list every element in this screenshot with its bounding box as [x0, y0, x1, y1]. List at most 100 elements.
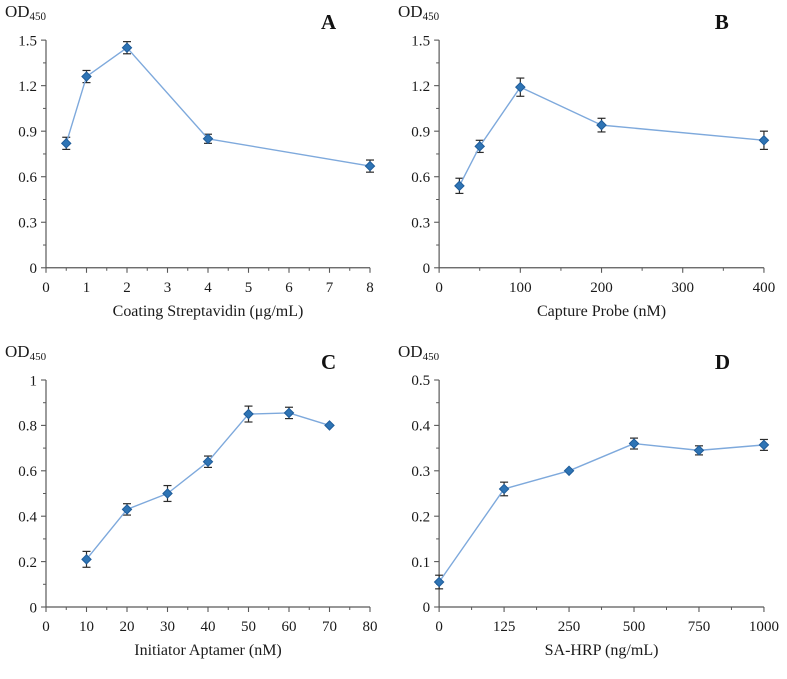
data-point-marker: [162, 488, 173, 499]
x-tick-label: 0: [42, 619, 50, 635]
y-tick-label: 0.9: [18, 124, 37, 140]
series-line: [65, 47, 371, 167]
data-point-marker: [243, 408, 254, 420]
x-tick-label: 400: [753, 280, 776, 296]
y-tick-label: 0.3: [411, 464, 430, 480]
y-tick-label: 0.2: [411, 509, 430, 525]
panel-letter: B: [715, 10, 729, 34]
panel-letter: A: [321, 10, 337, 34]
y-tick-label: 0.1: [411, 555, 430, 571]
panel-d: 0 0.1 0.2 0.3 0.4 0.5 0 125 250 500 750 1000 SA-HRP …: [393, 340, 787, 679]
data-point-marker: [628, 438, 640, 449]
x-tick-label: 0: [435, 619, 443, 635]
chart-panel-b: 0 0.3 0.6 0.9 1.2 1.5 0 100 200 300 400 Capture Pro…: [398, 2, 776, 320]
x-tick-label: 30: [160, 619, 175, 635]
x-tick-label: 750: [688, 619, 711, 635]
x-tick-label: 4: [204, 280, 212, 296]
y-axis-title: OD450: [5, 2, 47, 23]
data-point-marker: [202, 133, 214, 145]
data-point-marker: [474, 141, 486, 152]
panel-a: 0 0.3 0.6 0.9 1.2 1.5 0 1 2 3 4 5 6 7 8 Coating Strepta…: [0, 0, 393, 340]
data-point-marker: [81, 71, 92, 82]
x-tick-label: 2: [123, 280, 131, 296]
x-axis-title: Initiator Aptamer (nM): [134, 642, 282, 659]
y-axis-title: OD450: [398, 2, 440, 23]
y-tick-label: 0: [30, 600, 38, 616]
y-tick-label: 1.5: [18, 33, 37, 49]
series-line: [458, 86, 765, 187]
data-point-marker: [202, 456, 214, 468]
x-tick-label: 100: [509, 280, 532, 296]
panel-letter: C: [321, 350, 336, 374]
y-tick-label: 0.6: [18, 170, 37, 186]
panel-c: 0 0.2 0.4 0.6 0.8 1 0 10 20 30 40 50 60 70 80 Initiator…: [0, 340, 393, 679]
data-point-marker: [60, 138, 72, 149]
x-tick-label: 7: [326, 280, 334, 296]
series-line: [85, 412, 330, 560]
x-tick-label: 70: [322, 619, 337, 635]
x-tick-label: 80: [363, 619, 378, 635]
x-tick-label: 50: [241, 619, 256, 635]
x-axis-title: Coating Streptavidin (μg/mL): [113, 303, 304, 320]
data-point-marker: [433, 576, 445, 588]
x-tick-label: 1000: [749, 619, 779, 635]
x-tick-label: 200: [590, 280, 613, 296]
data-point-marker: [693, 445, 705, 456]
chart-panel-c: 00.20.40.60.810 10 20 30 40 50 60 70 80Initiator…: [5, 342, 378, 659]
x-tick-label: 250: [558, 619, 581, 635]
y-tick-label: 0.3: [411, 216, 430, 232]
data-point-marker: [515, 81, 526, 93]
y-tick-label: 0: [423, 600, 431, 616]
x-tick-label: 3: [164, 280, 172, 296]
y-axis-title: OD450: [398, 342, 440, 363]
x-tick-label: 60: [282, 619, 297, 635]
series-line: [438, 442, 765, 583]
y-tick-label: 1.2: [18, 79, 37, 95]
data-point-marker: [563, 465, 575, 477]
data-point-marker: [121, 42, 133, 54]
y-tick-label: 0: [29, 261, 37, 277]
data-point-marker: [283, 407, 295, 419]
data-point-marker: [364, 160, 376, 172]
panel-b: 0 0.3 0.6 0.9 1.2 1.5 0 100 200 300 400 Capture Pro…: [393, 0, 787, 340]
x-tick-label: 500: [623, 619, 646, 635]
panel-letter: D: [715, 350, 730, 374]
x-tick-label: 40: [201, 619, 216, 635]
data-point-marker: [758, 134, 770, 146]
y-tick-label: 1.5: [411, 33, 430, 49]
y-tick-label: 0.6: [18, 464, 37, 480]
x-tick-label: 10: [79, 619, 94, 635]
y-tick-label: 0.4: [18, 509, 37, 525]
x-tick-label: 20: [120, 619, 135, 635]
x-tick-label: 5: [245, 280, 253, 296]
data-point-marker: [758, 439, 770, 451]
x-axis-title: SA-HRP (ng/mL): [545, 642, 659, 659]
x-tick-label: 125: [493, 619, 516, 635]
x-tick-label: 300: [671, 280, 694, 296]
y-tick-label: 1.2: [411, 79, 430, 95]
y-tick-label: 0: [423, 261, 431, 277]
data-point-marker: [454, 180, 465, 192]
x-tick-label: 0: [435, 280, 443, 296]
x-tick-label: 6: [285, 280, 293, 296]
x-tick-label: 8: [366, 280, 374, 296]
y-tick-label: 0.9: [411, 124, 430, 140]
data-point-marker: [121, 504, 133, 515]
x-tick-label: 1: [83, 280, 91, 296]
x-axis-title: Capture Probe (nM): [537, 303, 666, 320]
data-point-marker: [596, 119, 607, 131]
y-tick-label: 0.2: [18, 555, 37, 571]
chart-panel-d: 0 0.1 0.2 0.3 0.4 0.5 0 125 250 500 750 1000 SA-HRP …: [398, 342, 779, 659]
data-point-marker: [81, 554, 92, 565]
chart-panel-a: 0 0.3 0.6 0.9 1.2 1.5 0 1 2 3 4 5 6 7 8 Coating Strepta…: [5, 2, 376, 320]
y-tick-label: 0.5: [411, 373, 430, 389]
y-tick-label: 0.4: [411, 419, 430, 435]
y-tick-label: 1: [30, 373, 38, 389]
y-axis-title: OD450: [5, 342, 47, 363]
y-tick-label: 0.8: [18, 419, 37, 435]
y-tick-label: 0.3: [18, 216, 37, 232]
data-point-marker: [498, 483, 510, 495]
data-point-marker: [324, 420, 335, 431]
x-tick-label: 0: [42, 280, 50, 296]
